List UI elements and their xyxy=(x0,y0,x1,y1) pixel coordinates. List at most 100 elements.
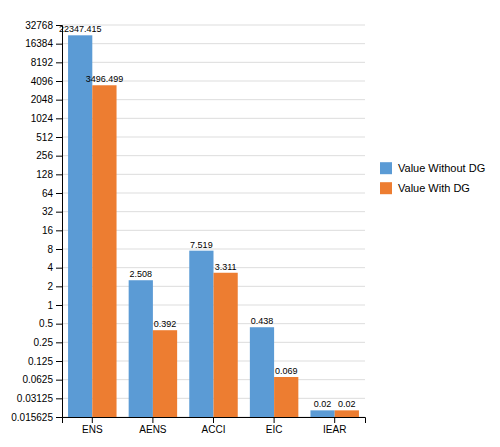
tick: AENS xyxy=(139,417,167,435)
y-axis: 0.0156250.031250.06250.1250.250.51248163… xyxy=(11,20,62,423)
tick-mark xyxy=(56,81,62,82)
tick-label: 8 xyxy=(47,244,53,255)
data-label: 2.508 xyxy=(130,269,153,279)
tick-mark xyxy=(56,249,62,250)
data-label: 0.02 xyxy=(314,399,332,409)
legend-label: Value With DG xyxy=(398,182,470,194)
tick-mark xyxy=(56,230,62,231)
tick-mark xyxy=(56,44,62,45)
bar xyxy=(274,377,298,417)
tick-label: 4096 xyxy=(31,76,54,87)
bar xyxy=(153,330,177,417)
tick-label: 512 xyxy=(36,132,53,143)
tick-mark xyxy=(213,417,214,423)
tick-mark xyxy=(56,118,62,119)
legend: Value Without DG Value With DG xyxy=(380,162,485,194)
tick: 4 xyxy=(47,262,62,273)
data-label: 3.311 xyxy=(215,262,237,272)
tick-mark xyxy=(56,417,62,418)
tick-label: 1024 xyxy=(31,113,54,124)
bar xyxy=(68,35,92,417)
tick-label: 256 xyxy=(36,150,53,161)
axis-line xyxy=(56,26,63,418)
tick-label: 0.5 xyxy=(39,318,53,329)
tick-mark xyxy=(56,100,62,101)
data-label: 7.519 xyxy=(190,240,213,250)
tick-label: 32768 xyxy=(25,20,53,31)
tick: 0.0625 xyxy=(22,374,62,385)
tick-mark xyxy=(56,268,62,269)
axis-line xyxy=(63,418,366,424)
bar xyxy=(189,251,213,417)
tick: 4096 xyxy=(31,76,62,87)
tick-mark xyxy=(56,380,62,381)
tick-mark xyxy=(56,193,62,194)
tick-label: 2 xyxy=(47,281,53,292)
bar xyxy=(129,280,153,417)
legend-label: Value Without DG xyxy=(398,162,485,174)
tick: 64 xyxy=(42,188,62,199)
legend-swatch xyxy=(380,162,392,174)
tick-label: IEAR xyxy=(323,424,346,435)
tick-label: 32 xyxy=(42,206,54,217)
tick-label: 8192 xyxy=(31,57,54,68)
tick: 32 xyxy=(42,206,62,217)
tick-label: 0.015625 xyxy=(11,412,53,423)
data-label: 0.069 xyxy=(275,366,298,376)
tick: 0.5 xyxy=(39,318,62,329)
tick-label: 16384 xyxy=(25,38,53,49)
bar xyxy=(250,327,274,417)
tick: 1 xyxy=(47,300,62,311)
tick: 128 xyxy=(36,169,62,180)
tick-label: AENS xyxy=(139,424,167,435)
tick: 16384 xyxy=(25,38,62,49)
tick-mark xyxy=(56,286,62,287)
data-label: 0.438 xyxy=(251,316,274,326)
chart-container: 0.0156250.031250.06250.1250.250.51248163… xyxy=(0,0,500,447)
tick-label: 0.03125 xyxy=(17,393,54,404)
tick: ACCI xyxy=(202,417,226,435)
tick: 0.015625 xyxy=(11,412,62,423)
grid xyxy=(62,25,365,417)
chart-svg: 0.0156250.031250.06250.1250.250.51248163… xyxy=(0,0,500,447)
tick-label: 0.125 xyxy=(28,356,53,367)
tick-mark xyxy=(274,417,275,423)
data-label: 3496.499 xyxy=(86,74,124,84)
tick: 32768 xyxy=(25,20,62,31)
legend-item: Value Without DG xyxy=(380,162,485,174)
grid-line xyxy=(62,43,365,44)
bar-series xyxy=(68,35,335,417)
tick-mark xyxy=(56,156,62,157)
tick-mark xyxy=(56,398,62,399)
data-label: 0.392 xyxy=(154,319,177,329)
tick-label: 0.25 xyxy=(34,337,54,348)
tick-mark xyxy=(56,174,62,175)
bar xyxy=(310,410,334,417)
bar xyxy=(214,273,238,417)
tick: 2 xyxy=(47,281,62,292)
tick-label: 1 xyxy=(47,300,53,311)
tick: 8192 xyxy=(31,57,62,68)
tick-mark xyxy=(56,62,62,63)
tick: 2048 xyxy=(31,94,62,105)
bar xyxy=(92,85,116,417)
bars xyxy=(68,35,359,417)
tick-label: ACCI xyxy=(202,424,226,435)
bar-series xyxy=(92,85,359,417)
tick-label: 64 xyxy=(42,188,54,199)
tick: 0.125 xyxy=(28,356,62,367)
tick-mark xyxy=(56,361,62,362)
data-label: 0.02 xyxy=(338,399,356,409)
tick: 16 xyxy=(42,225,62,236)
tick: 256 xyxy=(36,150,62,161)
tick: IEAR xyxy=(323,417,346,435)
tick-label: 128 xyxy=(36,169,53,180)
tick: 8 xyxy=(47,244,62,255)
tick: 0.25 xyxy=(34,337,62,348)
tick: 0.03125 xyxy=(17,393,62,404)
tick-mark xyxy=(56,324,62,325)
tick-mark xyxy=(92,417,93,423)
legend-item: Value With DG xyxy=(380,182,470,194)
grid-line xyxy=(62,62,365,63)
tick-mark xyxy=(56,212,62,213)
